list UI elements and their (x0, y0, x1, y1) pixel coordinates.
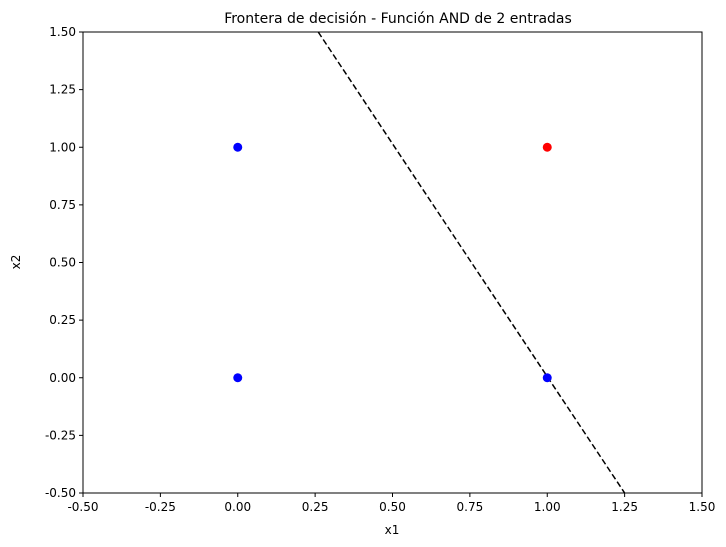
y-tick-label: 1.00 (49, 140, 76, 154)
data-point (233, 373, 243, 383)
data-point (233, 142, 243, 152)
y-tick-label: 1.25 (49, 83, 76, 97)
plot-frame (82, 31, 703, 494)
x-tick-label: -0.50 (67, 500, 98, 514)
chart-title: Frontera de decisión - Función AND de 2 … (224, 11, 572, 27)
y-axis-label: x2 (9, 255, 23, 270)
x-axis-label: x1 (385, 523, 400, 537)
y-tick-label: 0.75 (49, 198, 76, 212)
y-tick-label: -0.50 (45, 486, 76, 500)
plot-area (83, 32, 702, 493)
x-tick-label: 1.00 (534, 500, 561, 514)
y-tick-label: 0.25 (49, 313, 76, 327)
y-tick-label: 0.00 (49, 371, 76, 385)
x-tick-label: -0.25 (145, 500, 176, 514)
x-tick-label: 0.75 (457, 500, 484, 514)
x-tick-label: 0.00 (224, 500, 251, 514)
x-tick-label: 1.50 (689, 500, 716, 514)
y-axis: -0.50 -0.25 0.00 0.25 0.50 0.75 1.00 1.25 1.50 (45, 25, 83, 500)
data-point (542, 373, 552, 383)
x-tick-label: 1.25 (611, 500, 638, 514)
x-tick-label: 0.25 (302, 500, 329, 514)
decision-boundary-line (317, 31, 626, 494)
y-tick-label: 1.50 (49, 25, 76, 39)
x-tick-label: 0.50 (379, 500, 406, 514)
data-point (542, 142, 552, 152)
x-axis: -0.50 -0.25 0.00 0.25 0.50 0.75 1.00 1.25 1.50 (67, 493, 715, 514)
y-tick-label: -0.25 (45, 428, 76, 442)
y-tick-label: 0.50 (49, 256, 76, 270)
series-layer (233, 31, 626, 494)
